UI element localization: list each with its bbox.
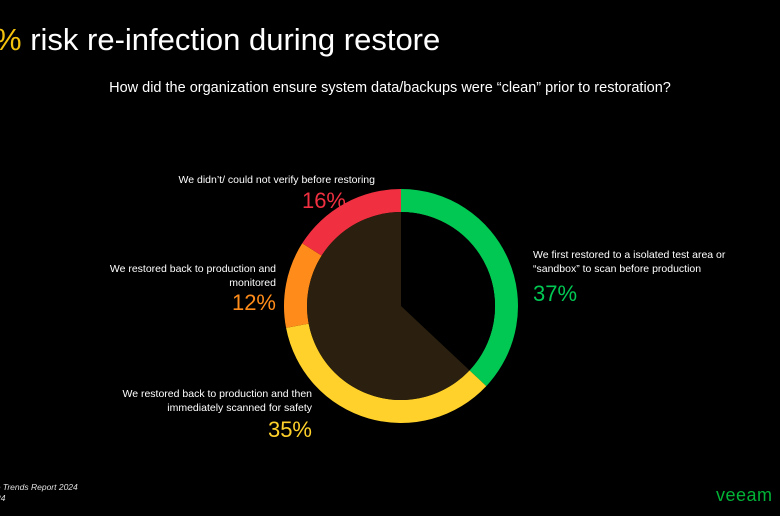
- page-title: % risk re-infection during restore: [0, 22, 440, 58]
- pct-sandbox: 37%: [533, 281, 578, 306]
- donut-inner-wedge: [401, 212, 495, 371]
- chart-question: How did the organization ensure system d…: [109, 80, 671, 96]
- pct-not-verified: 16%: [301, 188, 346, 213]
- footer-line-2: RW24: [0, 493, 6, 503]
- donut-slice-1: [286, 323, 487, 423]
- label-not-verified: We didn’t/ could not verify before resto…: [178, 174, 376, 186]
- label-sandbox: We first restored to a isolated test are…: [533, 249, 726, 275]
- veeam-logo: veeam: [716, 485, 773, 505]
- title-text: risk re-infection during restore: [21, 22, 441, 57]
- donut-slice-3: [302, 189, 401, 256]
- donut-slice-0: [401, 189, 518, 387]
- footer-source: ware Trends Report 2024 RW24: [0, 482, 78, 504]
- label-restored-scanned: We restored back to production and then …: [122, 388, 312, 414]
- pct-restored-scanned: 35%: [267, 417, 312, 442]
- title-accent: %: [0, 22, 22, 57]
- pct-restored-monitored: 12%: [231, 290, 276, 315]
- label-restored-monitored: We restored back to production and monit…: [109, 263, 276, 289]
- donut-slice-2: [284, 243, 322, 328]
- footer-line-1: ware Trends Report 2024: [0, 482, 78, 492]
